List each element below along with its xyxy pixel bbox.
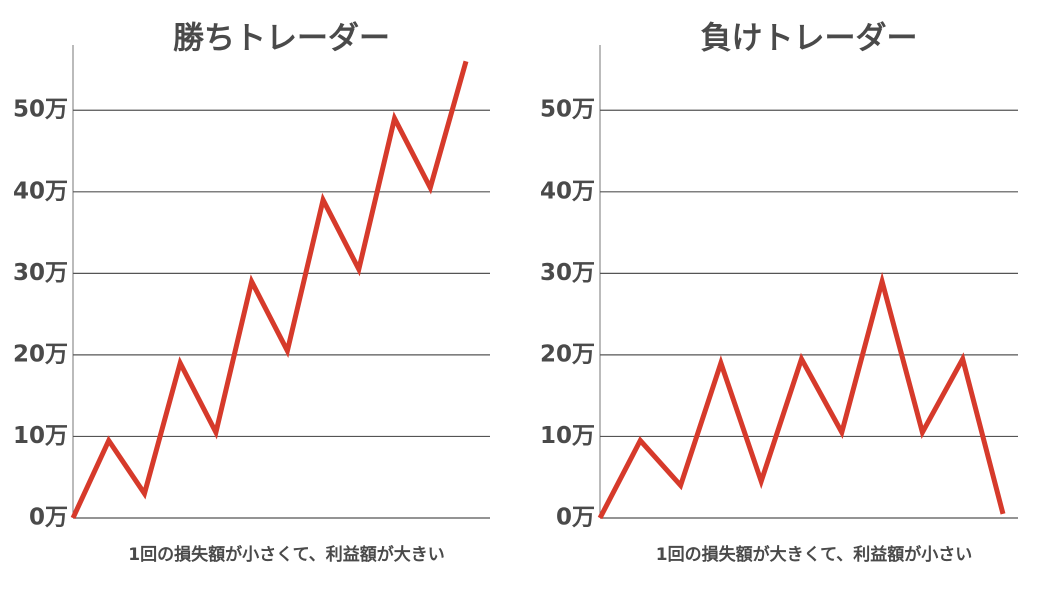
y-tick-label: 40万 — [13, 178, 68, 204]
y-tick-label: 20万 — [540, 341, 595, 367]
y-tick-label: 40万 — [540, 178, 595, 204]
y-tick-label: 0万 — [556, 505, 595, 531]
chart-title: 勝ちトレーダー — [173, 21, 390, 57]
y-tick-label: 30万 — [13, 260, 68, 286]
y-tick-label: 0万 — [29, 505, 68, 531]
y-tick-label: 50万 — [13, 97, 68, 123]
x-axis-label: 1回の損失額が大きくて、利益額が小さい — [656, 544, 972, 565]
line — [597, 271, 1006, 520]
y-tick-label: 50万 — [540, 97, 595, 123]
line — [70, 60, 469, 520]
x-axis-label: 1回の損失額が小さくて、利益額が大きい — [128, 544, 444, 565]
y-tick-label: 10万 — [13, 423, 68, 449]
y-tick-label: 30万 — [540, 260, 595, 286]
y-tick-label: 20万 — [13, 341, 68, 367]
y-tick-label: 10万 — [540, 423, 595, 449]
chart-title: 負けトレーダー — [701, 21, 918, 57]
